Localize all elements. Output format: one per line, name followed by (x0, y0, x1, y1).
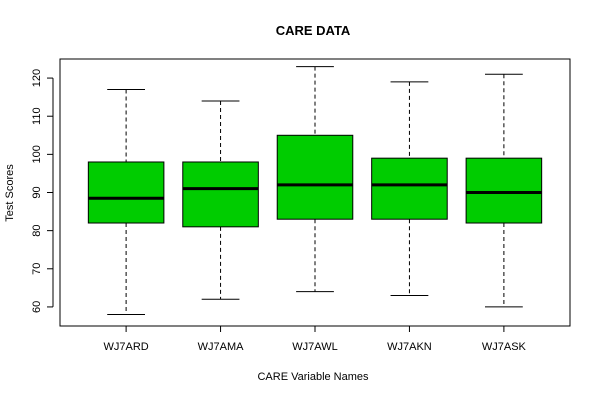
iqr-box (87, 161, 165, 224)
y-tick-label: 60 (31, 301, 43, 313)
x-tick-label: WJ7AMA (198, 341, 245, 353)
chart-title: CARE DATA (276, 23, 351, 38)
x-tick-label: WJ7AWL (292, 341, 337, 353)
y-tick-label: 70 (31, 263, 43, 275)
box-wj7ask (465, 73, 543, 308)
box-wj7ard (87, 89, 165, 316)
y-tick-label: 120 (31, 69, 43, 87)
y-tick-label: 90 (31, 186, 43, 198)
y-tick-label: 100 (31, 145, 43, 163)
y-tick-label: 110 (31, 107, 43, 125)
y-axis-title: Test Scores (4, 164, 16, 222)
x-tick-label: WJ7AKN (387, 341, 432, 353)
box-wj7akn (371, 81, 448, 296)
y-axis: 60 70 80 90 100 110 120 (31, 69, 54, 313)
iqr-box (182, 161, 259, 228)
box-wj7ama (182, 100, 259, 300)
x-tick-label: WJ7ARD (103, 341, 148, 353)
iqr-box (465, 157, 543, 224)
x-axis: WJ7ARD WJ7AMA WJ7AWL WJ7AKN WJ7ASK (103, 325, 527, 353)
y-tick-label: 80 (31, 225, 43, 237)
iqr-box (276, 134, 354, 220)
iqr-box (371, 157, 448, 220)
box-series (87, 66, 543, 316)
box-wj7awl (276, 66, 354, 293)
x-axis-title: CARE Variable Names (257, 371, 369, 383)
x-tick-label: WJ7ASK (482, 341, 527, 353)
